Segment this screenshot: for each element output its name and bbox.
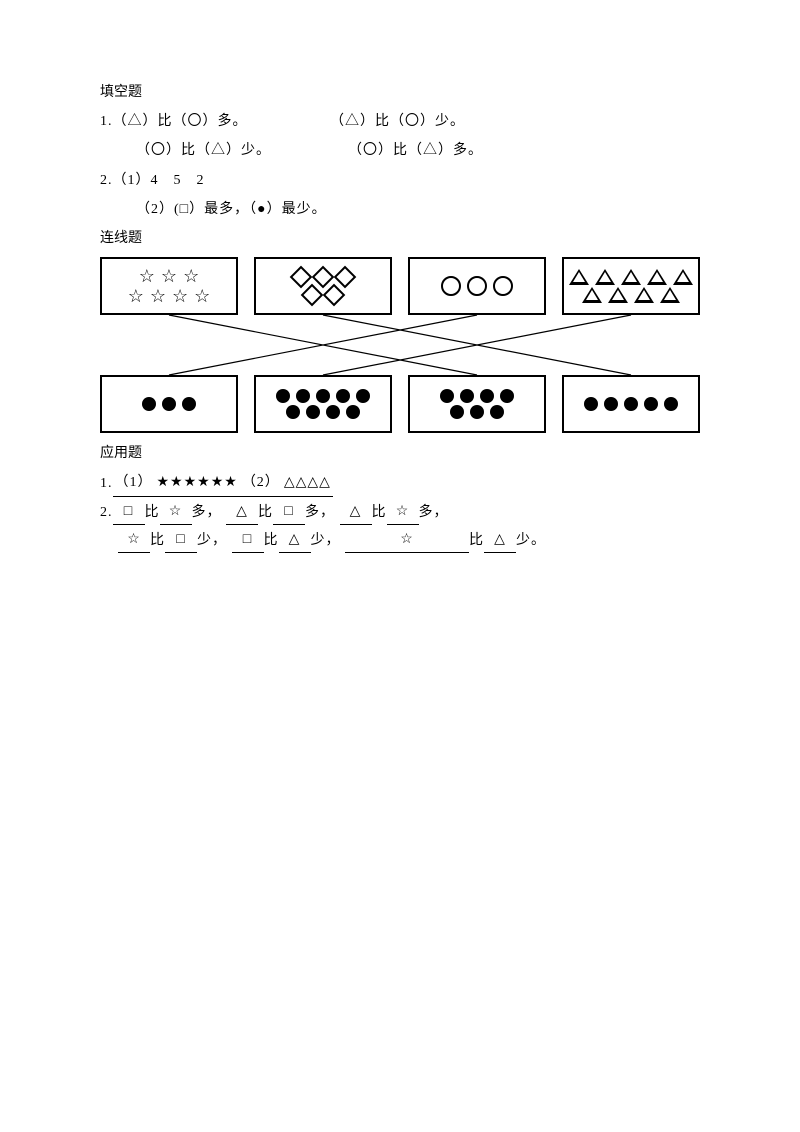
fill-q2-p2: （2）(□）最多，（●）最少。 (100, 197, 700, 222)
matching-diagram: ☆☆☆☆☆☆☆ (100, 257, 700, 433)
text-bi-6: 比 (469, 533, 484, 548)
fill-q1-num: 1. (100, 114, 113, 129)
section-match-title: 连线题 (100, 226, 700, 251)
app-q2-line1: 2.□比☆多， △比□多， △比☆多， (100, 499, 700, 525)
text-shao: 少， (197, 533, 227, 548)
fill-q2-num: 2. (100, 173, 113, 188)
app-q2-num: 2. (100, 505, 113, 520)
fill-q1-b1: （〇）比（△）少。 (136, 138, 348, 163)
fill-q2-p1-text: （1）4 5 2 (113, 173, 205, 188)
blank-st-wide: ☆ (345, 527, 469, 553)
text-duo-2: 多， (305, 505, 335, 520)
blank-tr: △ (226, 499, 258, 525)
fill-q2-p1: 2.（1）4 5 2 (100, 168, 700, 193)
blank-st-2: ☆ (387, 499, 419, 525)
app-q1-p1-label: （1） (113, 470, 155, 496)
blank-sq-4: □ (232, 527, 264, 553)
match-box (562, 257, 700, 315)
text-shao-3: 少。 (516, 533, 546, 548)
app-q1-p2-label: （2） (240, 470, 282, 496)
match-box (254, 375, 392, 433)
app-q1-p1-answer: ★★★★★★ (155, 470, 240, 496)
match-top-row: ☆☆☆☆☆☆☆ (100, 257, 700, 315)
match-box (408, 375, 546, 433)
text-bi: 比 (145, 505, 160, 520)
match-bottom-row (100, 375, 700, 433)
app-q1-p2-answer: △△△△ (282, 470, 333, 496)
match-box (100, 375, 238, 433)
app-q1: 1.（1）★★★★★★（2）△△△△ (100, 470, 700, 496)
text-duo: 多， (192, 505, 222, 520)
text-bi-5: 比 (264, 533, 279, 548)
fill-q1-b2: （〇）比（△）多。 (348, 138, 483, 163)
match-box (408, 257, 546, 315)
text-bi-4: 比 (150, 533, 165, 548)
text-bi-2: 比 (258, 505, 273, 520)
fill-q1-a2: （△）比（〇）少。 (330, 109, 465, 134)
blank-sq: □ (113, 499, 145, 525)
match-box (254, 257, 392, 315)
blank-st: ☆ (160, 499, 192, 525)
match-box: ☆☆☆☆☆☆☆ (100, 257, 238, 315)
match-box (562, 375, 700, 433)
blank-tr-4: △ (484, 527, 516, 553)
app-q1-num: 1. (100, 476, 113, 491)
app-q2-line2: ☆比□少， □比△少， ☆比△少。 (100, 527, 700, 553)
fill-q1-row-a: 1.（△）比（〇）多。 （△）比（〇）少。 (100, 109, 700, 134)
blank-tr-2: △ (340, 499, 372, 525)
text-bi-3: 比 (372, 505, 387, 520)
text-shao-2: 少， (311, 533, 341, 548)
fill-q1-row-b: （〇）比（△）少。 （〇）比（△）多。 (100, 138, 700, 163)
blank-st-3: ☆ (118, 527, 150, 553)
blank-sq-3: □ (165, 527, 197, 553)
blank-sq-2: □ (273, 499, 305, 525)
blank-tr-3: △ (279, 527, 311, 553)
section-fill-title: 填空题 (100, 80, 700, 105)
text-duo-3: 多， (419, 505, 449, 520)
section-app-title: 应用题 (100, 441, 700, 466)
fill-q1-a1: （△）比（〇）多。 (113, 114, 248, 129)
